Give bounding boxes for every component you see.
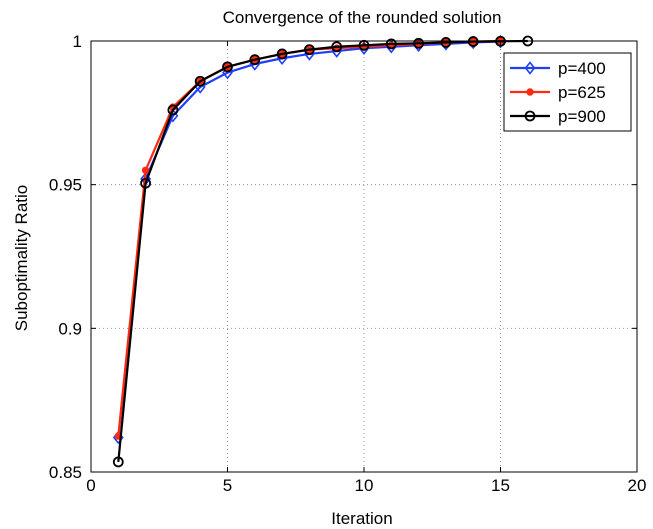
legend-label: p=625 <box>558 83 606 102</box>
series-p=400 <box>112 34 506 445</box>
x-tick-label: 0 <box>86 476 95 495</box>
data-point <box>467 36 479 47</box>
data-point <box>141 166 150 175</box>
x-tick-label: 5 <box>223 476 232 495</box>
legend-marker <box>524 61 536 75</box>
data-point <box>249 54 261 66</box>
data-point <box>331 41 343 53</box>
legend-label: p=900 <box>558 107 606 126</box>
x-tick-label: 15 <box>491 476 510 495</box>
data-point <box>222 61 233 73</box>
series-line <box>117 39 528 463</box>
legend-marker <box>526 88 534 96</box>
y-axis-label: Suboptimality Ratio <box>12 185 31 331</box>
data-point <box>413 37 425 49</box>
y-tick-label: 1 <box>73 32 82 51</box>
y-tick-label: 0.85 <box>49 463 82 482</box>
data-point <box>440 37 452 48</box>
legend-item: p=400 <box>510 59 606 78</box>
data-point <box>303 44 315 56</box>
series-p=900 <box>112 35 534 468</box>
chart-title: Convergence of the rounded solution <box>223 8 502 27</box>
series-group <box>112 34 534 468</box>
legend-item: p=625 <box>510 83 606 102</box>
x-axis-label: Iteration <box>331 509 392 528</box>
data-point <box>112 456 124 468</box>
axis-ticks: 0 5 10 15 20 0.85 0.9 0.95 1 <box>49 32 647 495</box>
data-point <box>385 38 397 50</box>
series-p=625 <box>114 37 505 440</box>
y-tick-label: 0.9 <box>58 319 82 338</box>
series-line <box>117 40 501 438</box>
data-point <box>167 104 179 116</box>
grid <box>91 41 637 472</box>
y-tick-label: 0.95 <box>49 176 82 195</box>
x-tick-label: 10 <box>355 476 374 495</box>
legend-item: p=900 <box>510 107 606 126</box>
series-line <box>117 39 501 437</box>
data-point <box>276 48 288 60</box>
legend-marker <box>524 110 536 122</box>
legend: p=400 p=625 p=900 <box>503 52 632 132</box>
data-point <box>194 75 206 87</box>
data-point <box>140 177 152 189</box>
x-tick-label: 20 <box>628 476 647 495</box>
legend-label: p=400 <box>558 59 606 78</box>
